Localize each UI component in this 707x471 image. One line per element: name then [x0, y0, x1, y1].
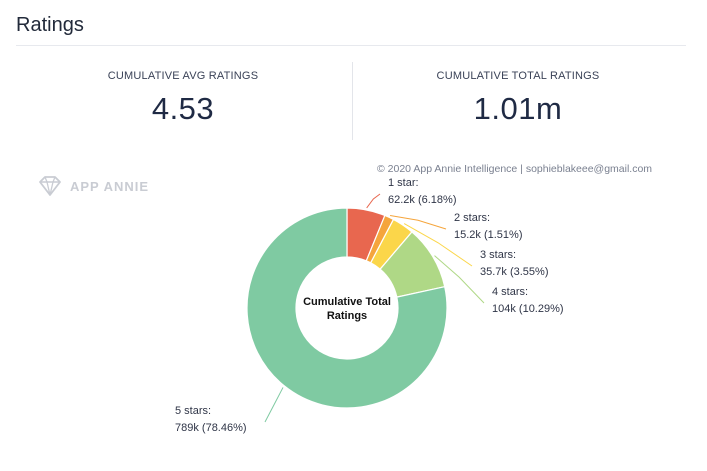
avg-ratings-value: 4.53 [151, 91, 215, 126]
data-label-value: 104k (10.29%) [492, 303, 564, 315]
title-divider [16, 45, 686, 46]
connector-3-stars [403, 223, 473, 267]
data-label-name: 2 stars: [454, 212, 490, 224]
connector-2-stars [389, 215, 447, 230]
data-label-value: 35.7k (3.55%) [480, 266, 548, 278]
diamond-logo-icon [39, 176, 61, 196]
data-label-name: 1 star: [388, 177, 419, 189]
total-ratings-value: 1.01m [473, 91, 563, 126]
slice-5-stars[interactable] [246, 207, 448, 409]
center-label: Cumulative Total [303, 296, 391, 308]
avg-ratings-label: CUMULATIVE AVG RATINGS [107, 70, 259, 82]
connector-1-star [366, 193, 381, 209]
data-label-name: 3 stars: [480, 249, 516, 261]
center-label: Ratings [327, 310, 367, 322]
data-label-name: 4 stars: [492, 286, 528, 298]
data-label-value: 62.2k (6.18%) [388, 194, 456, 206]
total-ratings-label: CUMULATIVE TOTAL RATINGS [436, 70, 600, 82]
page-title: Ratings [16, 14, 84, 36]
copyright-text: © 2020 App Annie Intelligence | sophiebl… [377, 163, 653, 175]
connector-4-stars [434, 255, 485, 304]
stat-divider [352, 62, 353, 140]
data-label-value: 789k (78.46%) [175, 422, 247, 434]
data-label-value: 15.2k (1.51%) [454, 229, 522, 241]
app-annie-watermark: APP ANNIE [36, 175, 149, 197]
data-label-name: 5 stars: [175, 405, 211, 417]
avg-ratings-stat: CUMULATIVE AVG RATINGS 4.53 [83, 70, 283, 127]
connector-5-stars [264, 387, 284, 423]
watermark-text: APP ANNIE [70, 178, 150, 194]
total-ratings-stat: CUMULATIVE TOTAL RATINGS 1.01m [418, 70, 618, 127]
